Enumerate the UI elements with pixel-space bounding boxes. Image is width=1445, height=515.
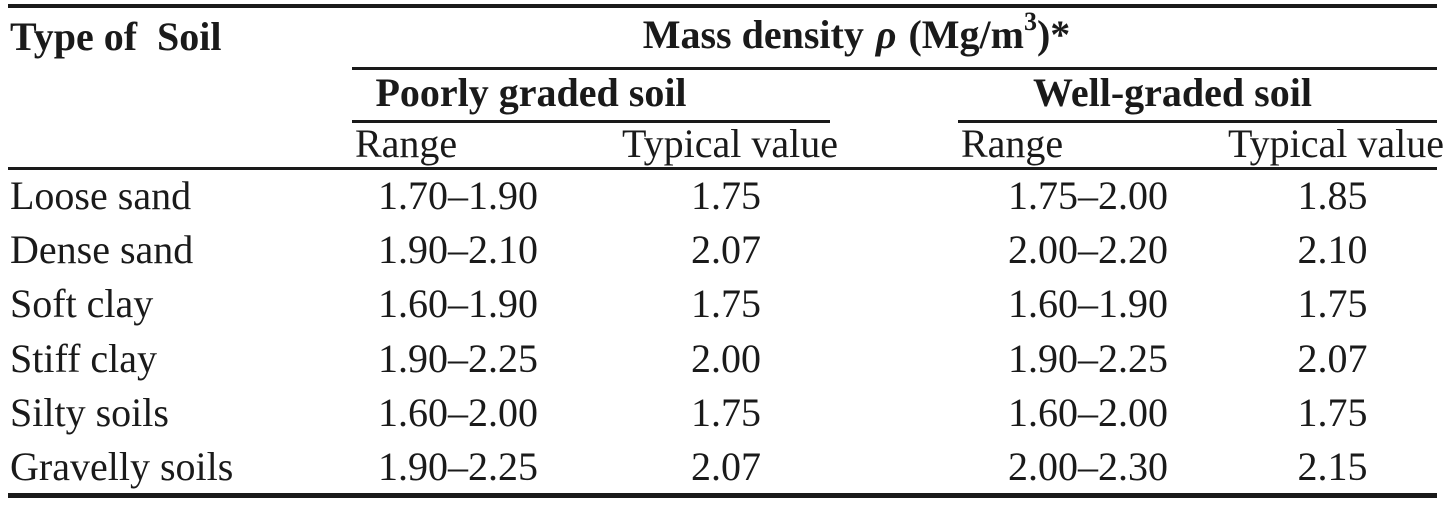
range-cell: 1.60–1.90 [378, 281, 538, 327]
unit-close: )* [1036, 12, 1071, 58]
soil-name-cell: Silty soils [10, 390, 169, 436]
range-cell: 1.90–2.25 [378, 443, 538, 489]
soil-name-cell: Soft clay [10, 281, 154, 327]
column-gap [830, 277, 958, 332]
range-cell: 1.90–2.25 [378, 335, 538, 381]
column-gap [830, 121, 958, 170]
range-cell: 1.90–2.10 [378, 226, 538, 272]
soil-name-cell: Dense sand [10, 226, 194, 272]
typical-value-cell: 2.15 [1297, 443, 1368, 489]
soil-density-table: Type of Soil Mass density ρ (Mg/m3)* Poo… [8, 4, 1444, 498]
typical-value-cell: 2.07 [691, 226, 761, 272]
column-gap [830, 332, 958, 387]
header-row-main: Type of Soil Mass density ρ (Mg/m3)* [8, 6, 1437, 170]
column-gap [830, 68, 958, 121]
typical-value-cell: 2.10 [1297, 226, 1368, 272]
table-row: Silty soils 1.60–2.00 1.75 1.60–2.00 1.7… [8, 386, 1437, 441]
subheader-range-well: Range [958, 121, 1228, 170]
column-gap [830, 386, 958, 441]
mass-density-label: Mass density [642, 12, 864, 58]
range-cell: 2.00–2.20 [1008, 226, 1168, 272]
subheader-typical-well: Typical value [1228, 121, 1444, 170]
column-gap [830, 168, 958, 223]
range-cell: 1.60–1.90 [1008, 281, 1168, 327]
range-cell: 1.60–2.00 [1008, 390, 1168, 436]
typical-value-cell: 1.75 [691, 390, 761, 436]
range-cell: 1.75–2.00 [1008, 173, 1168, 218]
soil-name-cell: Loose sand [10, 173, 192, 218]
table-row: Soft clay 1.60–1.90 1.75 1.60–1.90 1.75 [8, 277, 1437, 332]
typical-value-cell: 1.85 [1297, 173, 1368, 218]
typical-value-cell: 2.00 [691, 335, 761, 381]
table-row: Dense sand 1.90–2.10 2.07 2.00–2.20 2.10 [8, 223, 1437, 278]
unit-open: (Mg/m [908, 12, 1024, 58]
column-gap [830, 441, 958, 496]
column-header-type-of-soil: Type of Soil [8, 6, 352, 170]
subheader-range-poorly: Range [352, 121, 622, 170]
header-row-groups: Poorly graded soil Well-graded soil [8, 68, 1437, 123]
range-cell: 2.00–2.30 [1008, 443, 1168, 489]
range-cell: 1.70–1.90 [378, 173, 538, 218]
soil-name-cell: Gravelly soils [10, 443, 234, 489]
unit-exponent: 3 [1023, 6, 1037, 36]
range-cell: 1.90–2.25 [1008, 335, 1168, 381]
range-cell: 1.60–2.00 [378, 390, 538, 436]
typical-value-cell: 1.75 [691, 281, 761, 327]
group-header-well-graded: Well-graded soil [958, 68, 1437, 123]
table-row: Loose sand 1.70–1.90 1.75 1.75–2.00 1.85 [8, 168, 1437, 223]
typical-value-cell: 1.75 [1297, 390, 1368, 436]
group-header-poorly-graded: Poorly graded soil [352, 68, 830, 123]
table-row: Stiff clay 1.90–2.25 2.00 1.90–2.25 2.07 [8, 332, 1437, 387]
typical-value-cell: 1.75 [691, 173, 761, 218]
typical-value-cell: 2.07 [691, 443, 761, 489]
typical-value-cell: 2.07 [1297, 335, 1368, 381]
typical-value-cell: 1.75 [1297, 281, 1368, 327]
rho-symbol: ρ [875, 12, 897, 58]
column-gap [830, 223, 958, 278]
soil-name-cell: Stiff clay [10, 335, 158, 381]
table-row: Gravelly soils 1.90–2.25 2.07 2.00–2.30 … [8, 441, 1437, 496]
subheader-typical-poorly: Typical value [622, 121, 838, 170]
header-row-subcolumns: Range Typical value Range Typical value [8, 121, 1444, 170]
column-header-mass-density: Mass density ρ (Mg/m3)* [352, 6, 1437, 70]
